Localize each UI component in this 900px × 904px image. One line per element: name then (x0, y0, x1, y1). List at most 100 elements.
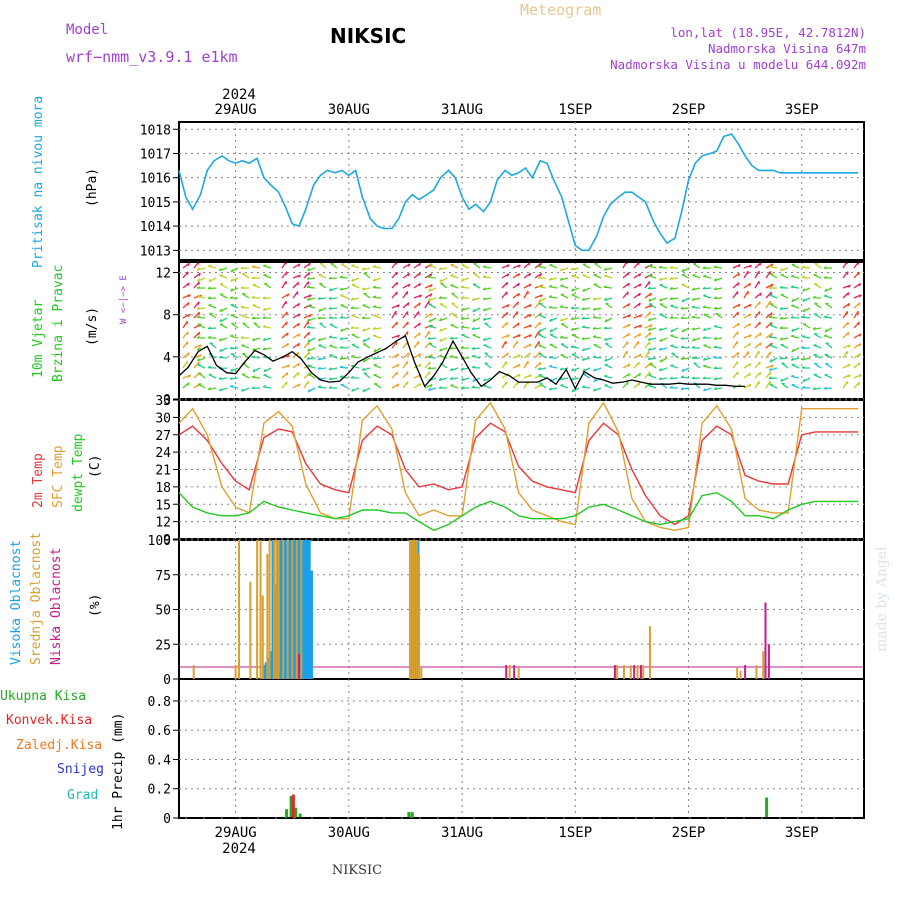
model-name: wrf−nmm_v3.9.1 e1km (66, 48, 238, 66)
wind-arrow-head (650, 332, 651, 335)
y-tick-label: 12 (155, 516, 171, 531)
wind-arrow-head (507, 282, 508, 285)
cloud-mid-bar (260, 540, 262, 679)
cloud-mid-bar (416, 540, 418, 679)
cloud-mid-bar (642, 665, 644, 679)
cloud-low-bar (768, 644, 770, 679)
wind-arrow-head (254, 323, 257, 324)
elevation-model-label: Nadmorska Visina u modelu 644.092m (610, 57, 866, 72)
y-tick-label: 24 (155, 446, 171, 461)
wind-arrow-head (208, 265, 211, 266)
wind-arrow-head (848, 332, 849, 335)
wind-arrow-head (670, 335, 673, 336)
wind-arrow-head (472, 355, 475, 356)
year-top: 2024 (222, 87, 256, 103)
cloud-mid-bar (418, 554, 420, 679)
wind-arrow-head (759, 302, 760, 305)
cloud-mid-bar (238, 540, 240, 679)
wind-arrow-head (507, 322, 508, 325)
wind-arrow-head (538, 345, 541, 346)
temp-unit: (C) (88, 455, 103, 478)
cloud-low-bar (298, 654, 300, 679)
wind-arrow-head (298, 372, 299, 375)
y-tick-label: 50 (155, 604, 171, 619)
y-tick-label: 1015 (140, 196, 171, 211)
wind-arrow-head (824, 295, 827, 296)
y-tick-label: 1014 (140, 220, 171, 235)
wind-arrow-head (703, 275, 706, 276)
wind-arrow-head (298, 282, 299, 285)
wind-arrow-head (859, 363, 860, 366)
wind-arrow-head (351, 315, 354, 316)
wind-arrow-head (670, 305, 673, 306)
wind-arrow-head (791, 335, 794, 336)
wind-arrow-head (197, 295, 200, 296)
cloud-low-bar (764, 603, 766, 679)
wind-arrow-head (340, 295, 343, 296)
y-tick-label: 30 (155, 411, 171, 426)
wind-arrow-head (188, 332, 189, 335)
precip-total-bar (765, 798, 768, 818)
wind-arrow-head (826, 343, 829, 344)
wind-arrow-head (859, 322, 860, 325)
wind-arrow-head (199, 302, 200, 305)
wind-arrow-head (549, 365, 552, 366)
panel-frame (179, 262, 864, 399)
wind-arrow-head (506, 292, 507, 295)
cloud-mid-bar (300, 540, 302, 679)
wind-arrow-head (738, 352, 739, 355)
cloud-low-bar (513, 665, 515, 679)
wind-arrow-head (549, 286, 552, 287)
wind-arrow-head (241, 315, 244, 316)
wind-legend-1: 10m Vjetar (31, 300, 46, 378)
y-tick-label: 0 (163, 673, 171, 688)
y-tick-label: 1016 (140, 172, 171, 187)
cloud-mid-bar (411, 540, 413, 679)
wind-arrow-head (571, 275, 574, 276)
y-tick-label: 0.6 (148, 724, 171, 739)
model-label: Model (66, 22, 108, 38)
x-tick-label-top: 3SEP (785, 102, 819, 118)
wind-arrow-head (263, 265, 266, 266)
wind-arrow-head (287, 322, 288, 325)
x-tick-label-top: 1SEP (558, 102, 592, 118)
wind-arrow-head (824, 335, 827, 336)
wind-arrow-head (485, 363, 488, 364)
cloud-mid-legend: Srednja Oblacnost (29, 532, 44, 665)
year-bottom: 2024 (222, 841, 256, 857)
wind-arrow-head (364, 273, 367, 274)
cloud-mid-bar (623, 665, 625, 679)
y-tick-label: 4 (163, 351, 171, 366)
wind-arrow-head (450, 275, 453, 276)
cloud-mid-bar (269, 540, 271, 679)
cloud-mid-bar (414, 540, 416, 679)
wind-arrow-head (287, 312, 288, 315)
wind-arrow-head (791, 275, 794, 276)
wind-arrow-head (397, 292, 398, 295)
cloud-mid-bar (616, 665, 618, 679)
x-tick-label-bottom: 30AUG (328, 825, 370, 841)
cloud-mid-bar (296, 540, 298, 679)
wind-arrow-head (373, 266, 376, 267)
wind-arrow-head (859, 382, 860, 385)
dewpoint-line (179, 493, 858, 531)
cloud-mid-bar (630, 665, 632, 679)
x-tick-label-bottom: 31AUG (441, 825, 483, 841)
cloud-mid-bar (420, 668, 422, 679)
precip-frozen-legend: Zaledj.Kisa (16, 738, 102, 753)
station-title: NIKSIC (330, 24, 406, 48)
temp2m-legend: 2m Temp (31, 453, 46, 508)
y-tick-label: 18 (155, 481, 171, 496)
cloud-mid-bar (637, 665, 639, 679)
wind-arrow-head (760, 362, 761, 365)
wind-arrow-head (791, 305, 794, 306)
pressure-unit: (hPa) (85, 168, 100, 207)
wind-arrow-head (351, 365, 354, 366)
wind-legend-2: Brzina i Pravac (51, 265, 66, 382)
wind-arrow-head (694, 383, 697, 384)
temp-2m-line (179, 423, 858, 524)
meteogram-label: Meteogram (520, 1, 601, 19)
wind-arrow-head (714, 326, 717, 327)
wind-arrow-head (538, 286, 541, 287)
cloud-low-bar (505, 665, 507, 679)
